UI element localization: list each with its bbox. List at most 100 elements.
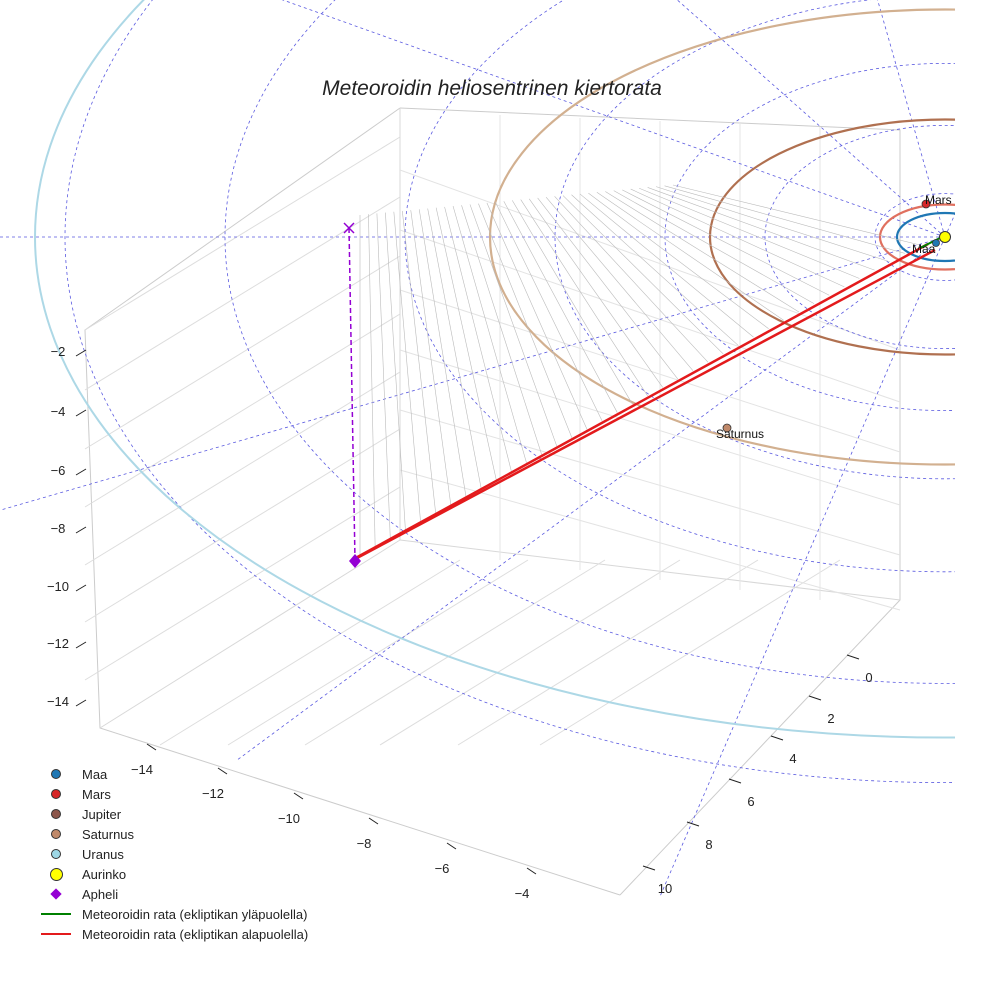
y-tick-label: 0: [865, 670, 872, 685]
grid-line: [84, 313, 401, 508]
legend-label: Meteoroidin rata (ekliptikan yläpuolella…: [82, 906, 308, 922]
x-tick-label: −12: [202, 786, 224, 801]
legend-item: Meteoroidin rata (ekliptikan alapuolella…: [38, 924, 308, 944]
z-tick-label: −10: [47, 579, 69, 594]
y-tick-mark: [686, 821, 700, 827]
dropline: [427, 208, 482, 489]
legend-marker-icon: [38, 804, 74, 824]
grid-line: [399, 289, 901, 453]
dropline: [435, 207, 497, 480]
legend-item: Aurinko: [38, 864, 308, 884]
x-tick-label: −8: [357, 836, 372, 851]
ecliptic-grid-spoke: [0, 236, 946, 511]
y-tick-mark: [808, 695, 822, 701]
x-tick-label: −4: [515, 886, 530, 901]
y-tick-label: 4: [789, 751, 796, 766]
orbit-saturnus: [489, 8, 955, 466]
dropline: [571, 194, 739, 346]
legend-label: Meteoroidin rata (ekliptikan alapuolella…: [82, 926, 309, 942]
ecliptic-grid-spoke: [676, 0, 946, 238]
trajectory-below-b: [356, 248, 936, 560]
legend-marker-icon: [38, 904, 74, 924]
grid-line: [379, 559, 681, 746]
z-tick-label: −8: [51, 521, 66, 536]
grid-line: [457, 559, 759, 746]
markers: Saturnus Mars Maa: [343, 193, 952, 568]
dropline: [368, 214, 376, 547]
dropline: [495, 201, 603, 422]
z-tick-label: −6: [51, 463, 66, 478]
dropline: [393, 211, 421, 522]
dropline: [512, 200, 633, 405]
y-tick-label: 10: [658, 881, 672, 896]
legend-label: Saturnus: [82, 826, 135, 842]
legend-marker-icon: [38, 784, 74, 804]
legend-marker-icon: [38, 884, 74, 904]
legend-marker-icon: [38, 844, 74, 864]
legend-marker-icon: [38, 764, 74, 784]
grid-line: [159, 559, 461, 746]
legend-item: Saturnus: [38, 824, 308, 844]
dropline: [554, 196, 709, 363]
dropline: [528, 198, 663, 388]
orbit-uranus: [34, 0, 955, 739]
z-tick-mark: [75, 584, 87, 592]
dropline: [469, 204, 558, 447]
x-tick-label: −14: [131, 762, 153, 777]
y-tick-label: 6: [747, 794, 754, 809]
planet-orbits: [34, 0, 955, 739]
grid-line: [84, 136, 401, 331]
legend-item: Maa: [38, 764, 308, 784]
z-tick-label: −2: [51, 344, 66, 359]
z-tick-mark: [75, 641, 87, 649]
z-tick-mark: [75, 526, 87, 534]
ecliptic-grid-ring: [554, 0, 955, 480]
dropline: [647, 187, 875, 271]
aphelion-projection: [348, 227, 356, 561]
legend-label: Aurinko: [82, 866, 127, 882]
dropline: [630, 188, 845, 288]
sun-marker: [939, 231, 951, 243]
y-tick-mark: [770, 735, 784, 741]
ecliptic-grid-spoke: [877, 0, 946, 238]
dropline: [486, 202, 588, 430]
y-tick-label: 8: [705, 837, 712, 852]
grid-line: [399, 229, 901, 403]
saturnus-label: Saturnus: [716, 427, 764, 441]
dropline: [655, 186, 890, 263]
legend-marker-icon: [38, 824, 74, 844]
z-tick-mark: [75, 409, 87, 417]
dropline: [410, 210, 452, 505]
dropline: [444, 206, 512, 472]
dropline: [562, 195, 724, 355]
ecliptic-grid-spoke: [281, 0, 946, 238]
dropline: [664, 185, 905, 254]
x-tick-mark: [368, 817, 379, 825]
z-tick-label: −12: [47, 636, 69, 651]
grid-line: [84, 196, 401, 391]
y-tick-mark: [728, 778, 742, 784]
dropline: [401, 210, 436, 514]
z-tick-mark: [75, 468, 87, 476]
aphelion-marker: [349, 554, 361, 568]
x-tick-label: −10: [278, 811, 300, 826]
z-tick-mark: [75, 699, 87, 707]
grid-line: [84, 255, 401, 450]
dropline: [503, 201, 618, 413]
orbit-mars: [878, 203, 955, 271]
grid-line: [84, 371, 401, 566]
grid-line: [399, 469, 901, 611]
dropline: [520, 199, 648, 396]
x-tick-mark: [217, 767, 228, 775]
legend-marker-icon: [38, 864, 74, 884]
grid-line: [399, 409, 901, 556]
x-tick-label: −6: [435, 861, 450, 876]
grid-line: [539, 559, 841, 746]
z-tick-label: −4: [51, 404, 66, 419]
saturnus-marker: [722, 423, 732, 433]
dropline: [613, 190, 815, 304]
grid-line: [399, 169, 901, 351]
legend-label: Apheli: [82, 886, 119, 902]
mars-label: Mars: [925, 193, 952, 207]
ecliptic-grid-ring: [874, 193, 955, 281]
